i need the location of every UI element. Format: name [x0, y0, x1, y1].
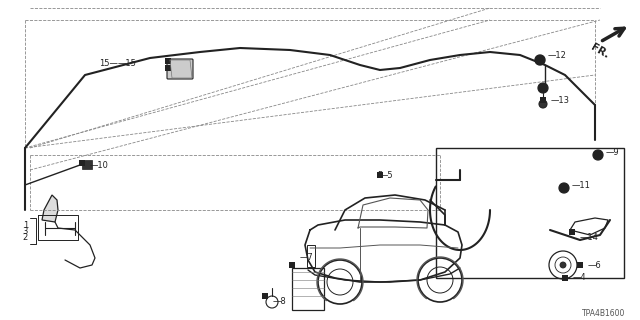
Text: —13: —13: [551, 95, 570, 105]
Bar: [436, 148, 624, 278]
Text: —15: —15: [118, 59, 137, 68]
Text: —5: —5: [380, 171, 394, 180]
Text: 3: 3: [22, 227, 28, 236]
Circle shape: [559, 183, 569, 193]
Text: FR.: FR.: [589, 42, 611, 60]
Bar: [165, 65, 171, 71]
Text: —9: —9: [606, 148, 620, 156]
FancyBboxPatch shape: [167, 59, 193, 79]
Circle shape: [538, 83, 548, 93]
Text: —8: —8: [273, 297, 287, 306]
Polygon shape: [42, 195, 58, 222]
Bar: [165, 58, 171, 64]
Bar: [577, 262, 583, 268]
Text: 5: 5: [378, 171, 383, 180]
Text: —11: —11: [572, 180, 591, 189]
Text: TPA4B1600: TPA4B1600: [582, 309, 625, 318]
Circle shape: [535, 55, 545, 65]
Bar: [79, 160, 85, 166]
Circle shape: [560, 262, 566, 268]
Bar: [562, 275, 568, 281]
Bar: [540, 97, 546, 103]
Bar: [82, 160, 92, 169]
Text: —7: —7: [300, 252, 314, 261]
Text: —12: —12: [548, 51, 567, 60]
Bar: [537, 57, 543, 63]
Bar: [561, 185, 567, 191]
Circle shape: [593, 150, 603, 160]
Bar: [289, 262, 295, 268]
Text: 2: 2: [23, 233, 28, 242]
Text: —10: —10: [90, 161, 109, 170]
Circle shape: [539, 100, 547, 108]
Text: 15—: 15—: [99, 59, 118, 68]
Bar: [262, 293, 268, 299]
Text: —6: —6: [588, 260, 602, 269]
Bar: [292, 268, 324, 310]
Bar: [595, 152, 601, 158]
Text: —4: —4: [573, 274, 587, 283]
Text: —14: —14: [580, 233, 599, 242]
Text: 1: 1: [23, 220, 28, 229]
Bar: [307, 245, 315, 267]
Bar: [569, 229, 575, 235]
Bar: [377, 172, 383, 178]
